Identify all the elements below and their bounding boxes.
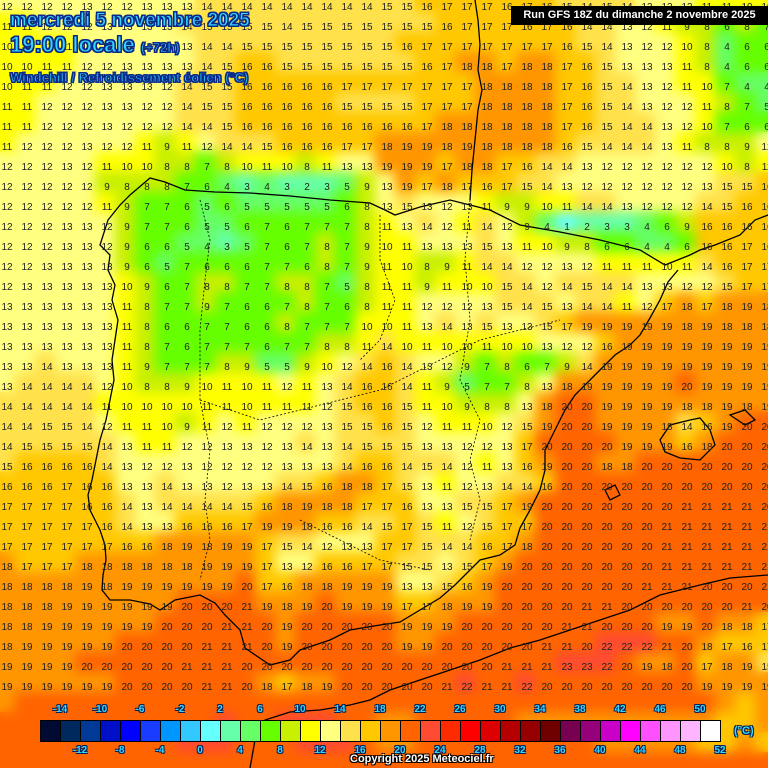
scale-swatch	[341, 721, 361, 741]
scale-swatch	[241, 721, 261, 741]
scale-tick-bottom: -12	[72, 745, 88, 756]
scale-swatch	[401, 721, 421, 741]
run-info-banner: Run GFS 18Z du dimanche 2 novembre 2025	[511, 6, 768, 25]
scale-tick-top: 42	[614, 704, 626, 715]
scale-swatch	[321, 721, 341, 741]
scale-tick-bottom: 20	[394, 745, 406, 756]
scale-tick-bottom: 24	[434, 745, 446, 756]
scale-tick-bottom: 28	[474, 745, 486, 756]
scale-swatch	[541, 721, 561, 741]
scale-tick-bottom: -8	[115, 745, 125, 756]
scale-tick-bottom: 16	[354, 745, 366, 756]
scale-tick-top: 34	[534, 704, 546, 715]
scale-swatch	[41, 721, 61, 741]
scale-swatch	[601, 721, 621, 741]
scale-swatch	[641, 721, 661, 741]
scale-tick-bottom: 8	[277, 745, 283, 756]
scale-tick-top: 18	[374, 704, 386, 715]
ibiza-outline	[604, 484, 621, 501]
forecast-date: mercredi 5 novembre 2025	[10, 10, 251, 32]
scale-tick-bottom: 44	[634, 745, 646, 756]
scale-swatch	[161, 721, 181, 741]
scale-tick-bottom: 52	[714, 745, 726, 756]
scale-tick-top: 38	[574, 704, 586, 715]
france-coast	[469, 0, 483, 201]
iberia-coastline	[129, 177, 768, 266]
scale-swatch	[501, 721, 521, 741]
scale-swatch	[281, 721, 301, 741]
scale-tick-top: 50	[694, 704, 706, 715]
forecast-time-local: 19:00 locale	[10, 32, 136, 58]
scale-tick-bottom: 48	[674, 745, 686, 756]
scale-swatch	[441, 721, 461, 741]
scale-swatch	[221, 721, 241, 741]
scale-swatch	[361, 721, 381, 741]
scale-tick-bottom: 0	[197, 745, 203, 756]
scale-swatch	[681, 721, 701, 741]
region-borders	[199, 199, 561, 581]
scale-swatch	[81, 721, 101, 741]
scale-tick-top: 2	[217, 704, 223, 715]
scale-swatch	[61, 721, 81, 741]
scale-swatch	[481, 721, 501, 741]
scale-swatch	[521, 721, 541, 741]
scale-swatch	[101, 721, 121, 741]
scale-tick-bottom: 40	[594, 745, 606, 756]
scale-swatch	[461, 721, 481, 741]
scale-tick-top: 30	[494, 704, 506, 715]
scale-swatch	[701, 721, 720, 741]
mallorca-outline	[659, 417, 716, 461]
scale-swatch	[181, 721, 201, 741]
scale-swatch	[301, 721, 321, 741]
scale-swatch	[121, 721, 141, 741]
spain-south-east-coast	[299, 269, 679, 651]
portugal-spain-west-coast	[87, 194, 301, 666]
scale-swatch	[561, 721, 581, 741]
color-scale-legend	[40, 720, 721, 742]
scale-tick-top: -10	[92, 704, 108, 715]
scale-tick-top: -14	[52, 704, 68, 715]
parameter-title: Windchill / Refroidissement éolien (°C)	[9, 70, 249, 86]
africa-coast	[249, 574, 768, 768]
forecast-time: 19:00 locale (+72h)	[10, 32, 181, 58]
scale-tick-bottom: 12	[314, 745, 326, 756]
forecast-lead-time: (+72h)	[140, 40, 180, 56]
scale-swatch	[581, 721, 601, 741]
scale-tick-top: -6	[135, 704, 145, 715]
scale-swatch	[421, 721, 441, 741]
scale-swatch	[621, 721, 641, 741]
scale-unit: (°C)	[734, 725, 754, 737]
scale-tick-bottom: 32	[514, 745, 526, 756]
scale-swatch	[141, 721, 161, 741]
scale-tick-top: 6	[257, 704, 263, 715]
scale-tick-top: -2	[175, 704, 185, 715]
copyright: Copyright 2025 Meteociel.fr	[350, 753, 494, 765]
scale-swatch	[381, 721, 401, 741]
scale-tick-bottom: -4	[155, 745, 165, 756]
scale-swatch	[661, 721, 681, 741]
menorca-outline	[728, 409, 757, 426]
scale-swatch	[201, 721, 221, 741]
scale-tick-bottom: 36	[554, 745, 566, 756]
scale-tick-top: 22	[414, 704, 426, 715]
scale-tick-bottom: 4	[237, 745, 243, 756]
scale-tick-top: 10	[294, 704, 306, 715]
scale-tick-top: 46	[654, 704, 666, 715]
scale-swatch	[261, 721, 281, 741]
scale-tick-top: 14	[334, 704, 346, 715]
scale-tick-top: 26	[454, 704, 466, 715]
